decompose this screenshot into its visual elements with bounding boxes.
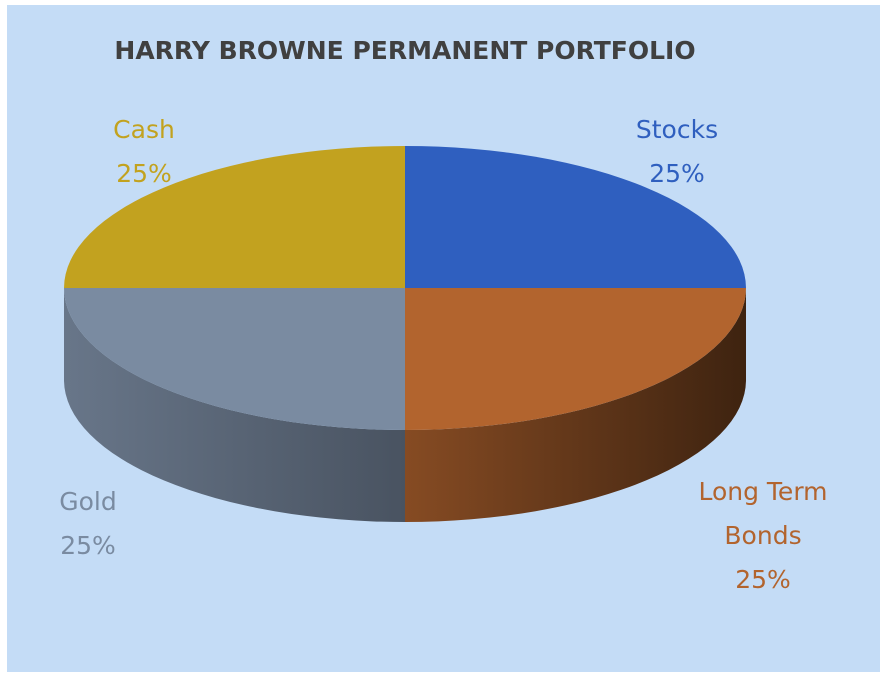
pie-slice	[64, 146, 405, 288]
category-label: Long Term Bonds	[698, 477, 828, 550]
category-label: Cash	[113, 115, 175, 144]
pie-slice	[405, 146, 746, 288]
slice-side	[405, 288, 746, 522]
chart-title: HARRY BROWNE PERMANENT PORTFOLIO	[114, 36, 695, 65]
pie-sides	[64, 288, 746, 522]
data-label: Cash 25%	[84, 108, 204, 196]
category-label: Stocks	[635, 115, 719, 144]
slice-side	[64, 288, 405, 522]
value-label: 25%	[735, 565, 791, 594]
data-label: Long Term Bonds 25%	[678, 470, 848, 602]
data-label: Stocks 25%	[597, 108, 757, 196]
value-label: 25%	[649, 159, 705, 188]
data-label: Gold 25%	[28, 480, 148, 568]
value-label: 25%	[60, 531, 116, 560]
pie-slice	[64, 288, 405, 430]
category-label: Gold	[59, 487, 117, 516]
value-label: 25%	[116, 159, 172, 188]
pie-slice	[405, 288, 746, 430]
pie-tops	[64, 146, 746, 430]
